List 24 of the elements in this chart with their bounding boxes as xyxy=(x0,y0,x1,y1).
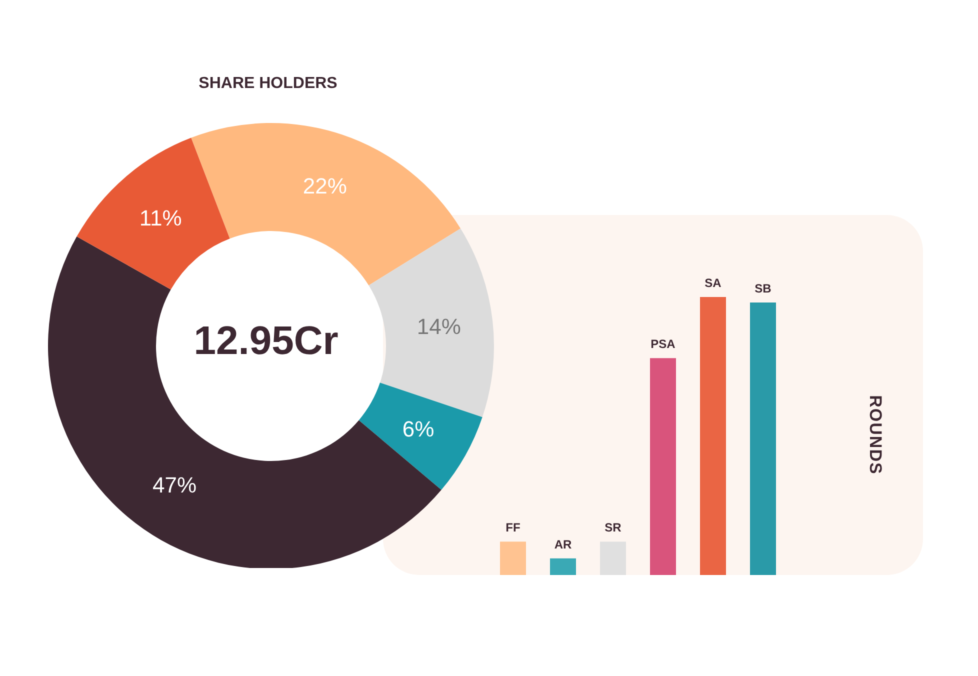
x-tick-label: AR xyxy=(554,537,572,552)
x-tick-label: PSA xyxy=(650,337,676,352)
data-label: 47% xyxy=(152,472,197,498)
text: 12.95Cr xyxy=(194,319,338,363)
donut-slice xyxy=(191,123,461,286)
bar xyxy=(650,358,676,575)
bar xyxy=(600,542,626,575)
data-label: 11% xyxy=(139,206,182,231)
data-label: 22% xyxy=(302,173,347,198)
chart-title: SHARE HOLDERS xyxy=(198,75,338,93)
donut-slice xyxy=(76,138,230,290)
bar xyxy=(700,297,726,575)
donut-slice xyxy=(368,228,494,418)
data-label: 14% xyxy=(416,314,461,340)
x-tick-label: FF xyxy=(506,520,520,535)
x-tick-label: SR xyxy=(604,520,622,535)
data-label: 6% xyxy=(402,416,434,442)
bar xyxy=(750,302,776,575)
x-tick-label: SB xyxy=(754,282,772,296)
y-axis-title: ROUNDS xyxy=(865,394,885,477)
bar xyxy=(500,542,526,575)
bar xyxy=(550,558,576,575)
donut-slice xyxy=(358,382,482,490)
x-tick-label: SA xyxy=(704,276,722,290)
